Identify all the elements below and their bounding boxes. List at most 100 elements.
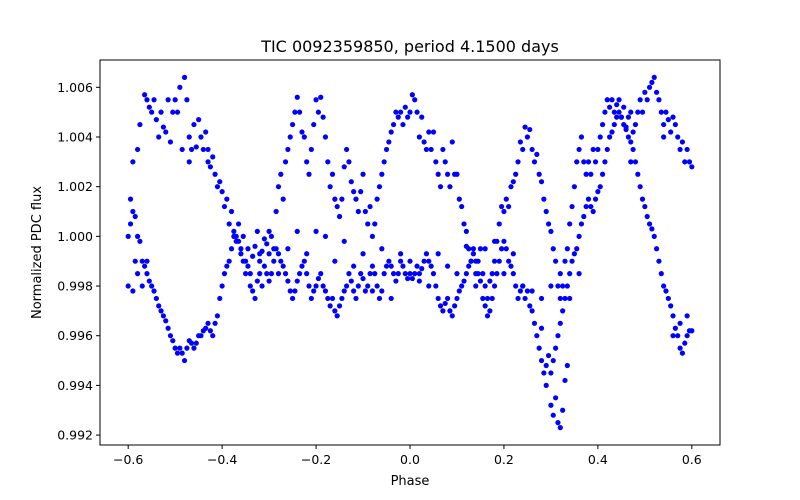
data-point (677, 345, 683, 351)
data-point (416, 134, 422, 140)
data-point (374, 283, 380, 289)
data-point (569, 258, 575, 264)
data-point (576, 233, 582, 239)
data-point (524, 134, 531, 140)
data-point (390, 271, 397, 277)
data-point (463, 271, 469, 277)
x-tick-label: 0.4 (588, 452, 608, 467)
data-point (651, 74, 657, 80)
data-point (238, 246, 244, 252)
data-point (670, 333, 676, 339)
data-point (553, 345, 559, 351)
data-point (416, 278, 422, 284)
data-point (386, 139, 392, 145)
data-point (548, 228, 554, 234)
data-point (142, 263, 148, 269)
data-point (395, 271, 401, 277)
data-point (644, 213, 650, 220)
data-point (139, 258, 145, 264)
data-point (414, 263, 420, 269)
data-point (264, 271, 270, 277)
data-point (508, 263, 514, 269)
x-tick-label: −0.4 (207, 452, 237, 467)
data-point (238, 251, 244, 257)
data-point (538, 295, 545, 302)
data-point (388, 129, 394, 135)
data-point (318, 271, 324, 277)
data-point (179, 146, 185, 153)
data-point (517, 139, 523, 145)
data-point (522, 295, 528, 302)
data-point (125, 233, 131, 239)
data-point (170, 338, 176, 344)
data-point (400, 263, 406, 269)
data-point (144, 271, 150, 277)
data-point (367, 203, 373, 210)
data-point (390, 121, 397, 128)
data-point (454, 171, 460, 177)
data-point (127, 221, 134, 227)
data-point (522, 124, 528, 130)
data-point (635, 109, 641, 115)
data-point (163, 129, 169, 135)
data-point (146, 278, 152, 284)
data-point (583, 171, 589, 177)
data-point (304, 159, 310, 165)
data-point (327, 303, 333, 309)
data-point (416, 271, 422, 277)
data-point (569, 203, 575, 210)
data-point (672, 325, 678, 331)
data-point (334, 203, 340, 210)
data-point (151, 288, 157, 294)
data-point (491, 238, 498, 244)
data-point (250, 288, 256, 294)
data-point (677, 146, 683, 153)
data-point (503, 246, 509, 252)
data-point (179, 350, 185, 356)
y-tick-label: 1.000 (57, 229, 93, 244)
data-point (564, 283, 570, 289)
data-point (186, 134, 192, 140)
data-point (407, 271, 413, 277)
data-point (550, 246, 556, 252)
data-point (661, 283, 667, 289)
data-point (318, 94, 324, 100)
data-point (130, 208, 136, 215)
data-point (658, 109, 664, 115)
data-point (639, 109, 646, 115)
data-point (409, 92, 415, 98)
data-point (257, 271, 263, 277)
data-point (618, 114, 624, 120)
y-tick-label: 1.004 (57, 130, 93, 145)
data-point (484, 295, 491, 302)
data-point (311, 288, 317, 294)
data-point (649, 226, 655, 232)
data-point (214, 313, 221, 319)
data-point (275, 271, 282, 277)
data-point (339, 196, 345, 202)
data-point (174, 350, 181, 356)
data-point (393, 278, 399, 284)
data-point (362, 208, 368, 215)
data-point (287, 134, 293, 140)
data-point (543, 208, 549, 215)
data-point (590, 146, 596, 153)
data-point (346, 159, 352, 165)
data-point (491, 283, 498, 289)
data-point (543, 382, 549, 388)
data-point (144, 258, 150, 264)
data-point (646, 84, 653, 90)
data-point (245, 263, 251, 269)
data-point (555, 333, 561, 339)
data-point (661, 121, 667, 128)
data-point (599, 121, 606, 128)
data-point (560, 407, 566, 413)
data-point (651, 233, 657, 239)
data-point (637, 184, 643, 190)
data-point (477, 246, 484, 252)
data-point (224, 263, 230, 269)
data-point (322, 288, 329, 294)
y-tick-label: 1.002 (57, 179, 93, 194)
data-point (289, 295, 296, 302)
data-point (336, 213, 343, 220)
